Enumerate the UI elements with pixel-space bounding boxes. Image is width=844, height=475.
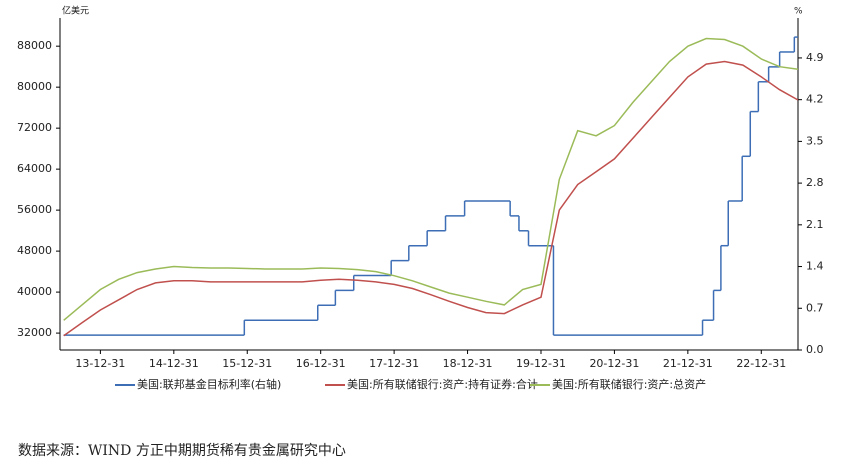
x-tick-label: 18-12-31 — [443, 357, 493, 370]
y-tick-label: 72000 — [17, 121, 52, 134]
x-tick-label: 21-12-31 — [663, 357, 713, 370]
x-tick-label: 15-12-31 — [222, 357, 272, 370]
legend-label: 美国:联邦基金目标利率(右轴) — [137, 377, 281, 391]
y2-tick-label: 4.2 — [806, 93, 824, 106]
x-tick-label: 13-12-31 — [75, 357, 125, 370]
y2-tick-label: 4.9 — [806, 51, 824, 64]
legend-label: 美国:所有联储银行:资产:持有证券:合计 — [347, 377, 538, 391]
y-tick-label: 88000 — [17, 39, 52, 52]
y2-tick-label: 3.5 — [806, 134, 824, 147]
y2-tick-label: 0.7 — [806, 301, 824, 314]
x-tick-label: 17-12-31 — [369, 357, 419, 370]
y-tick-label: 32000 — [17, 326, 52, 339]
y-tick-label: 40000 — [17, 285, 52, 298]
y-tick-label: 48000 — [17, 244, 52, 257]
y-axis-unit: 亿美元 — [62, 5, 89, 17]
y-tick-label: 56000 — [17, 203, 52, 216]
series-line — [63, 37, 799, 321]
y2-tick-label: 1.4 — [806, 260, 824, 273]
y2-tick-label: 0.0 — [806, 343, 824, 356]
y-tick-label: 80000 — [17, 80, 52, 93]
x-tick-label: 20-12-31 — [589, 357, 639, 370]
series-line — [63, 60, 799, 337]
x-tick-label: 16-12-31 — [296, 357, 346, 370]
x-tick-label: 19-12-31 — [516, 357, 566, 370]
x-tick-label: 14-12-31 — [149, 357, 199, 370]
y2-tick-label: 2.1 — [806, 218, 824, 231]
x-tick-label: 22-12-31 — [736, 357, 786, 370]
source-note: 数据来源：WIND 方正中期期货稀有贵金属研究中心 — [18, 442, 346, 459]
y2-tick-label: 2.8 — [806, 176, 824, 189]
y2-axis-unit: % — [794, 7, 803, 17]
y-tick-label: 64000 — [17, 162, 52, 175]
legend-label: 美国:所有联储银行:资产:总资产 — [552, 377, 706, 391]
